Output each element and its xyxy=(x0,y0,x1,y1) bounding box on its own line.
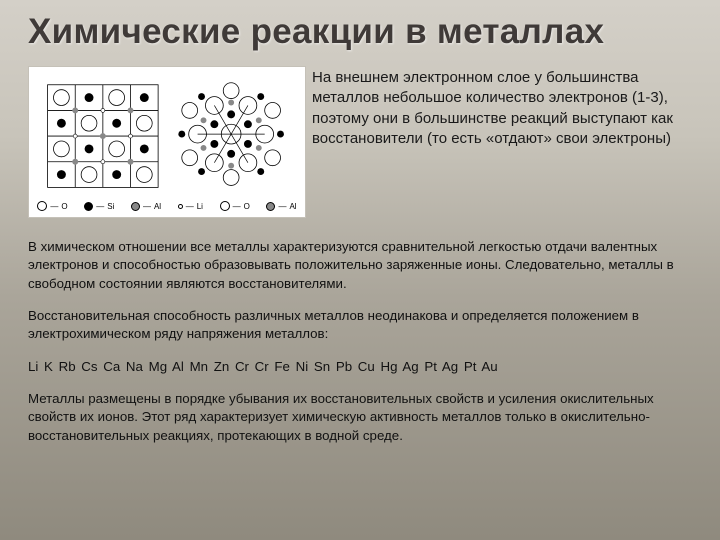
legend-al: —Al xyxy=(131,201,161,211)
legend-o2: —O xyxy=(220,201,250,211)
legend-al2: —Al xyxy=(266,201,296,211)
body-text: В химическом отношении все металлы харак… xyxy=(28,238,692,445)
paragraph-2: Восстановительная способность различных … xyxy=(28,307,692,344)
activity-series: Li K Rb Cs Ca Na Mg Al Mn Zn Cr Cr Fe Ni… xyxy=(28,358,692,376)
slide-title: Химические реакции в металлах xyxy=(28,12,692,52)
crystal-structure-diagram: —O —Si —Al —Li —O —Al xyxy=(28,66,306,218)
legend-o: —O xyxy=(37,201,67,211)
lattice-svg xyxy=(29,67,305,217)
paragraph-3: Металлы размещены в порядке убывания их … xyxy=(28,390,692,445)
top-row: —O —Si —Al —Li —O —Al На внешнем электро… xyxy=(28,66,692,218)
legend-li: —Li xyxy=(178,201,203,211)
intro-text: На внешнем электронном слое у большинств… xyxy=(312,66,692,149)
legend-si: —Si xyxy=(84,201,114,211)
paragraph-1: В химическом отношении все металлы харак… xyxy=(28,238,692,293)
diagram-legend: —O —Si —Al —Li —O —Al xyxy=(29,201,305,211)
